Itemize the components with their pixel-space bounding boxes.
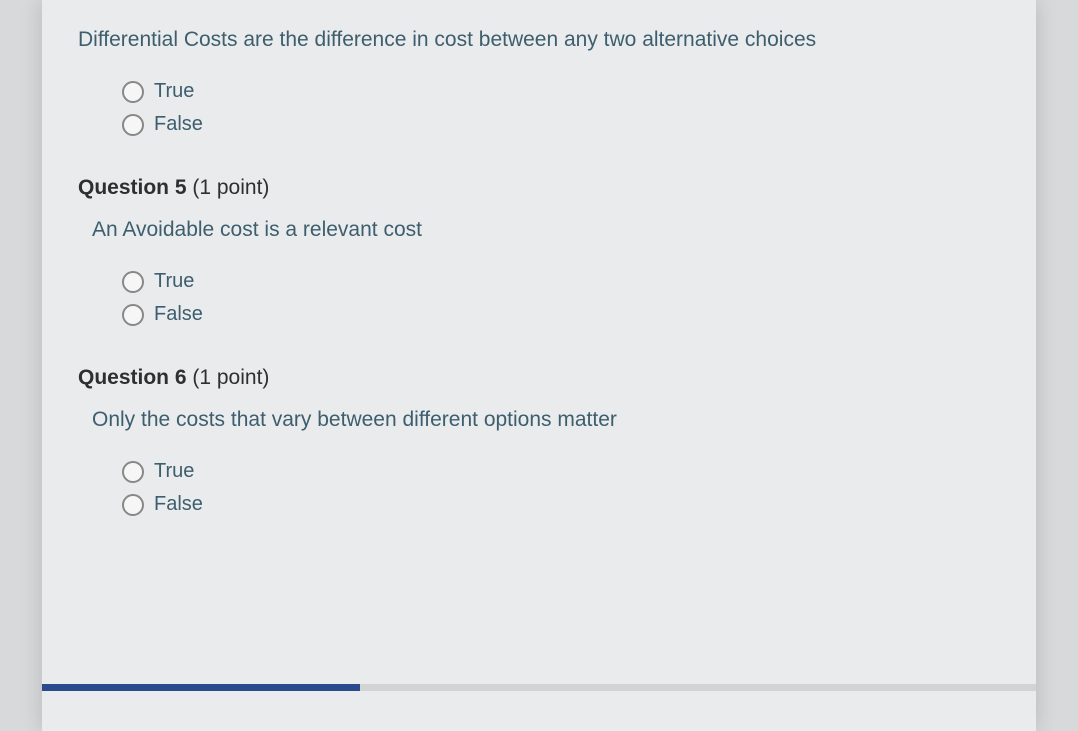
option-q4-false[interactable]: False: [122, 113, 1000, 136]
question-points: (1 point): [192, 366, 269, 389]
question-number: Question 6: [78, 366, 187, 389]
question-prompt-q6: Only the costs that vary between differe…: [92, 408, 1000, 432]
question-block-q5: Question 5 (1 point) An Avoidable cost i…: [78, 176, 1000, 326]
option-q4-true[interactable]: True: [122, 80, 1000, 103]
progress-fill: [42, 684, 360, 691]
option-q6-true[interactable]: True: [122, 460, 1000, 483]
quiz-page: Differential Costs are the difference in…: [42, 0, 1036, 731]
option-label: True: [154, 270, 194, 293]
option-q5-true[interactable]: True: [122, 270, 1000, 293]
options-q6: True False: [122, 460, 1000, 516]
radio-icon[interactable]: [122, 114, 144, 136]
option-label: False: [154, 493, 203, 516]
question-block-q4: Differential Costs are the difference in…: [78, 28, 1000, 136]
question-prompt-q4: Differential Costs are the difference in…: [78, 28, 1000, 52]
option-q5-false[interactable]: False: [122, 303, 1000, 326]
radio-icon[interactable]: [122, 81, 144, 103]
question-header-q6: Question 6 (1 point): [78, 366, 1000, 390]
radio-icon[interactable]: [122, 461, 144, 483]
progress-bar: [42, 684, 1036, 691]
option-label: True: [154, 80, 194, 103]
option-label: True: [154, 460, 194, 483]
options-q5: True False: [122, 270, 1000, 326]
question-prompt-q5: An Avoidable cost is a relevant cost: [92, 218, 1000, 242]
options-q4: True False: [122, 80, 1000, 136]
radio-icon[interactable]: [122, 271, 144, 293]
option-label: False: [154, 303, 203, 326]
question-header-q5: Question 5 (1 point): [78, 176, 1000, 200]
radio-icon[interactable]: [122, 494, 144, 516]
question-points: (1 point): [192, 176, 269, 199]
question-number: Question 5: [78, 176, 187, 199]
option-q6-false[interactable]: False: [122, 493, 1000, 516]
option-label: False: [154, 113, 203, 136]
question-block-q6: Question 6 (1 point) Only the costs that…: [78, 366, 1000, 516]
radio-icon[interactable]: [122, 304, 144, 326]
